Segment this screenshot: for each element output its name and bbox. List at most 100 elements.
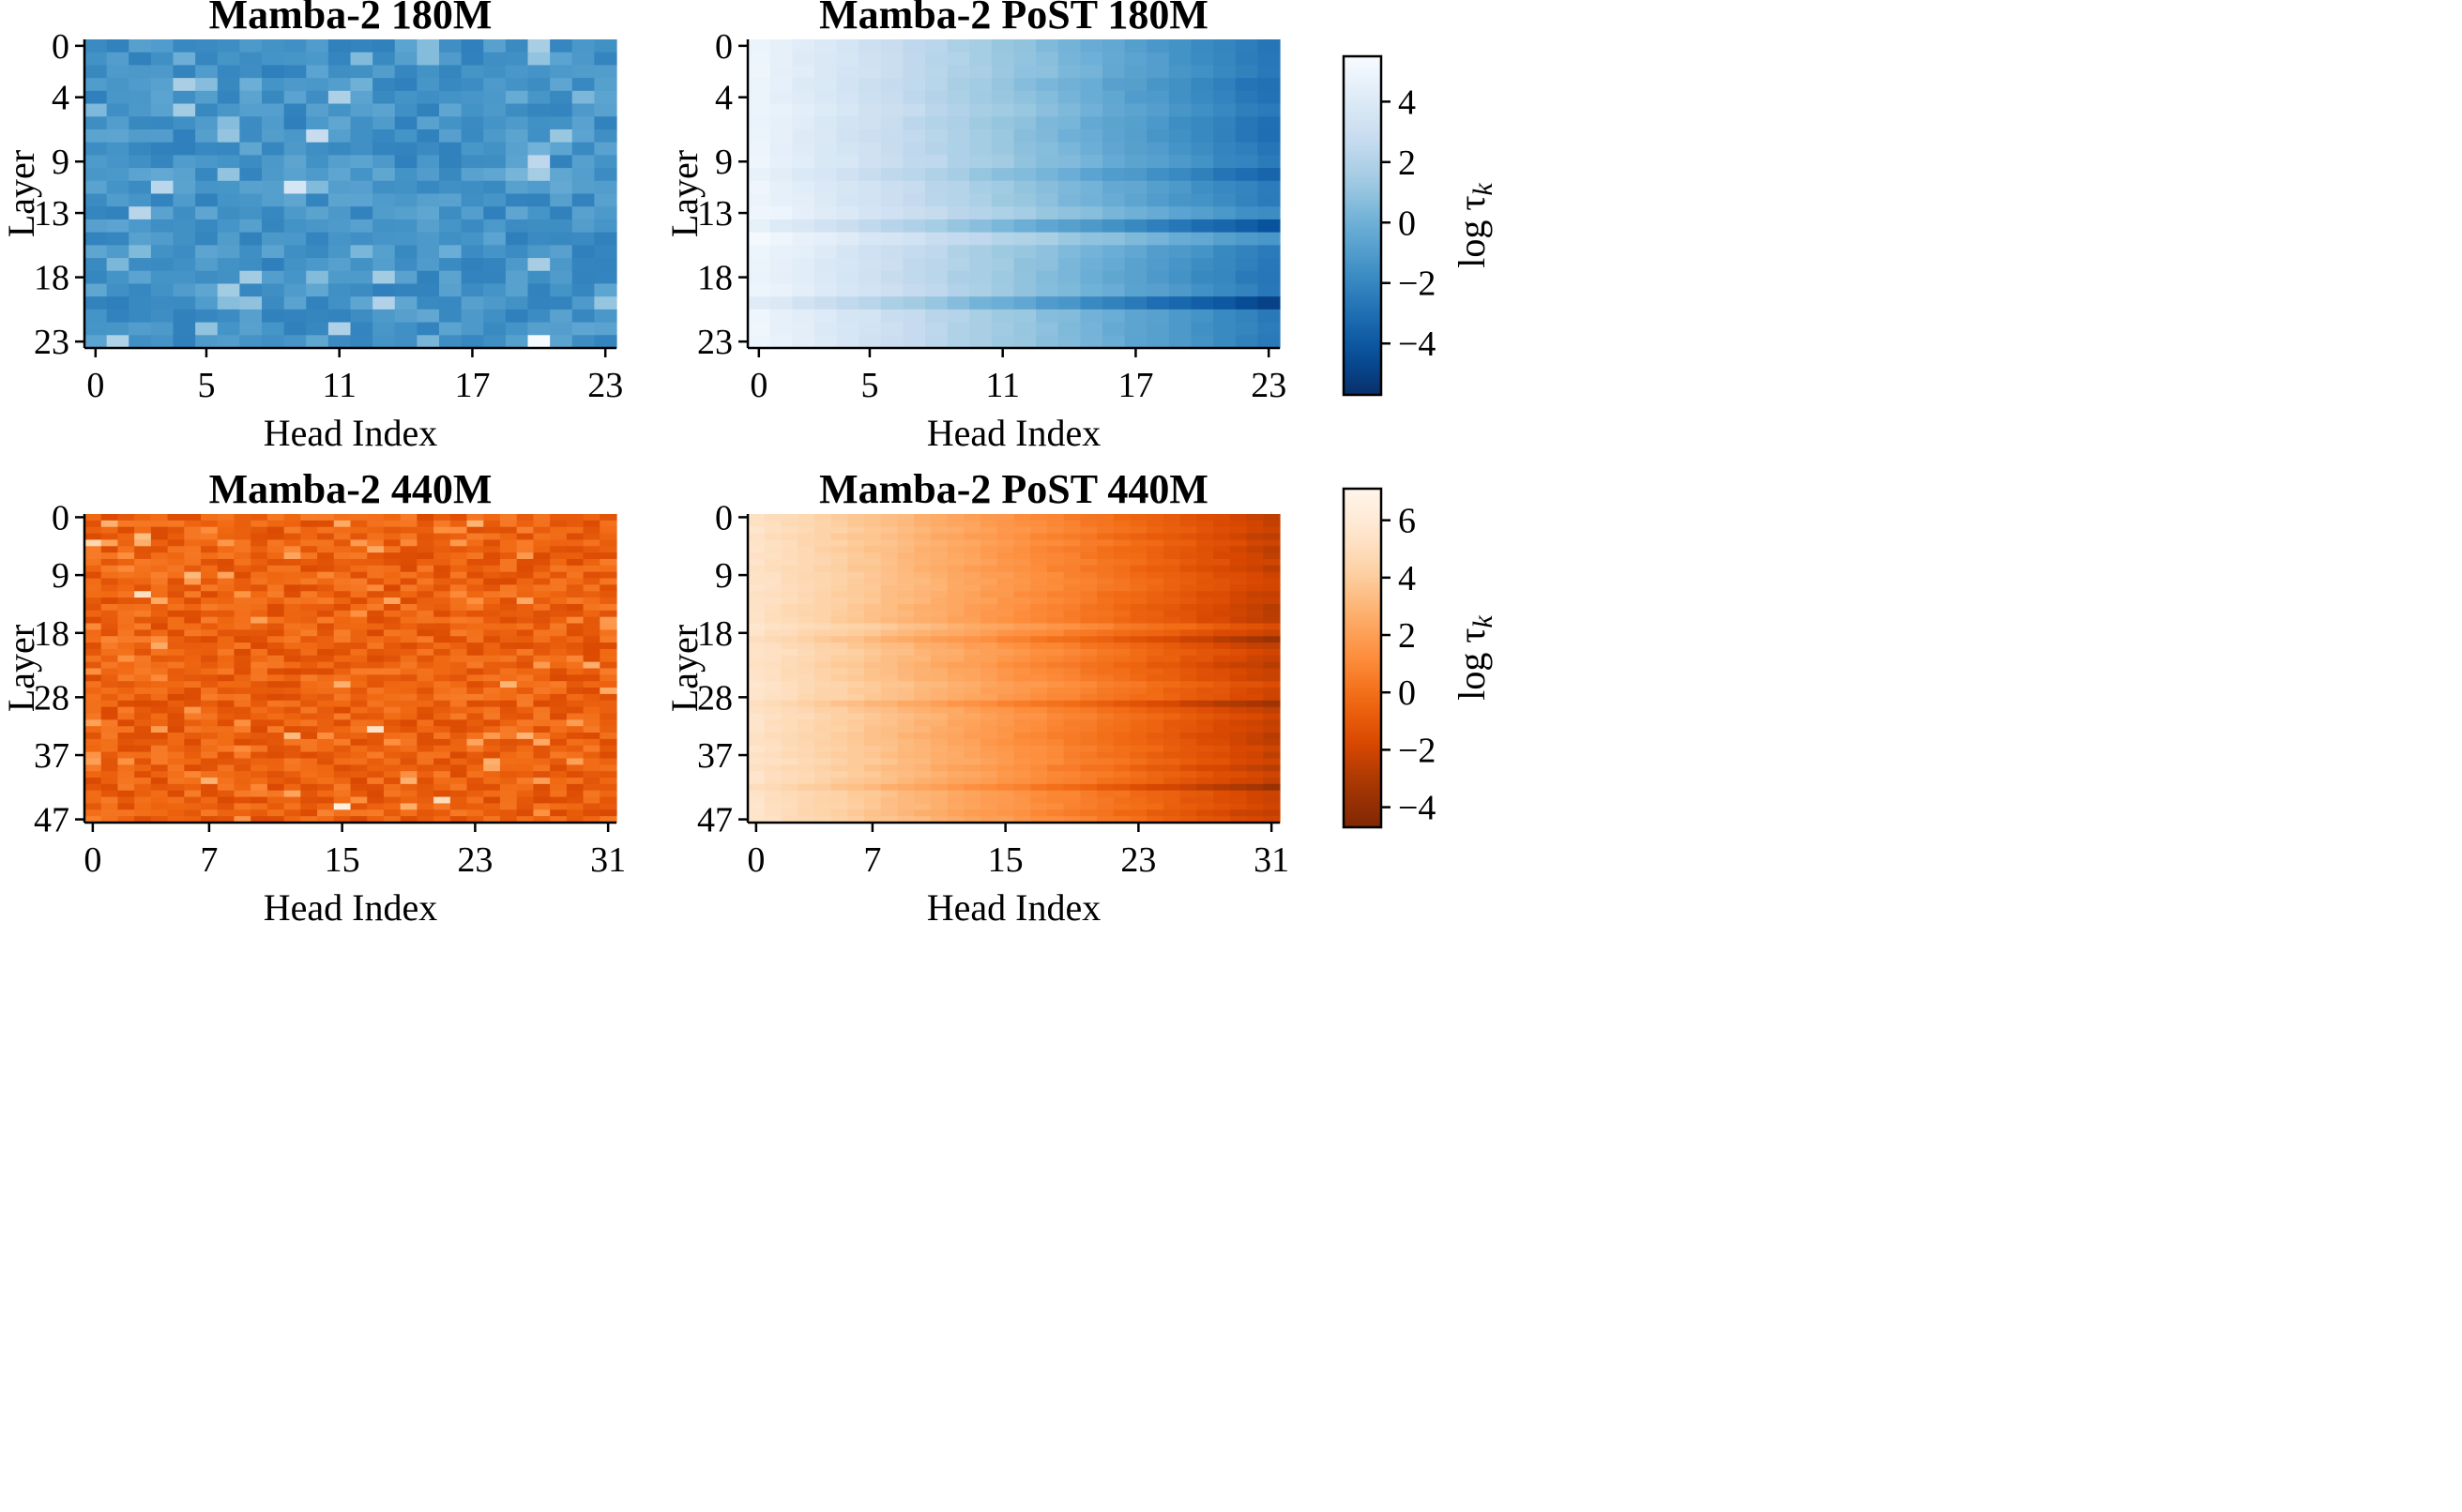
heatmap-cell	[996, 790, 1015, 798]
x-tick-label: 17	[1117, 366, 1153, 405]
heatmap-cell	[466, 591, 484, 598]
heatmap-cell	[300, 552, 318, 560]
heatmap-cell	[134, 597, 152, 605]
heatmap-cell	[527, 39, 551, 53]
heatmap-cell	[84, 733, 102, 740]
heatmap-cell	[991, 245, 1015, 259]
y-tick-label: 23	[697, 323, 733, 362]
heatmap-cell	[266, 629, 285, 637]
heatmap-cell	[930, 745, 949, 753]
heatmap-cell	[383, 584, 402, 592]
heatmap-cell	[864, 597, 882, 605]
heatmap-cell	[1229, 745, 1248, 753]
heatmap-cell	[1046, 552, 1065, 560]
heatmap-cell	[527, 90, 551, 105]
heatmap-cell	[792, 270, 815, 285]
heatmap-cell	[134, 636, 152, 643]
heatmap-cell	[516, 733, 535, 740]
heatmap-cell	[1080, 90, 1103, 105]
heatmap-cell	[449, 700, 468, 708]
heatmap-cell	[764, 597, 783, 605]
heatmap-cell	[283, 623, 301, 630]
heatmap-cell	[306, 103, 329, 117]
heatmap-cell	[333, 629, 352, 637]
heatmap-cell	[847, 733, 865, 740]
heatmap-cell	[1229, 706, 1248, 715]
heatmap-cell	[84, 661, 102, 670]
heatmap-cell	[991, 296, 1015, 310]
heatmap-cell	[251, 706, 268, 715]
heatmap-cell	[306, 65, 329, 79]
heatmap-cell	[1130, 674, 1147, 682]
heatmap-cell	[600, 771, 617, 779]
heatmap-cell	[550, 584, 568, 592]
heatmap-cell	[195, 232, 219, 246]
heatmap-cell	[964, 738, 981, 747]
heatmap-cell	[1163, 526, 1181, 535]
heatmap-cell	[930, 803, 949, 810]
heatmap-cell	[980, 700, 998, 708]
heatmap-cell	[1063, 616, 1081, 625]
heatmap-cell	[251, 533, 268, 541]
heatmap-cell	[550, 578, 568, 585]
heatmap-cell	[134, 745, 152, 753]
heatmap-cell	[527, 103, 551, 117]
heatmap-cell	[1124, 258, 1147, 272]
heatmap-cell	[1130, 526, 1147, 535]
heatmap-cell	[383, 520, 402, 528]
y-tick-label: 37	[34, 736, 69, 776]
heatmap-cell	[417, 655, 434, 663]
heatmap-cell	[150, 584, 169, 592]
heatmap-cell	[184, 778, 202, 785]
heatmap-cell	[1063, 790, 1081, 798]
heatmap-cell	[84, 296, 108, 310]
heatmap-cell	[516, 700, 535, 708]
heatmap-cell	[880, 296, 904, 310]
heatmap-cell	[262, 65, 285, 79]
heatmap-cell	[417, 643, 434, 650]
heatmap-cell	[150, 597, 169, 605]
heatmap-cell	[117, 565, 135, 573]
heatmap-cell	[1179, 610, 1198, 618]
heatmap-cell	[499, 546, 518, 553]
heatmap-cell	[262, 193, 285, 207]
heatmap-cell	[483, 565, 501, 573]
heatmap-cell	[1168, 322, 1193, 336]
heatmap-cell	[914, 584, 932, 592]
heatmap-cell	[1147, 610, 1164, 618]
heatmap-cell	[167, 738, 185, 747]
heatmap-cell	[550, 713, 568, 720]
heatmap-cell	[947, 688, 965, 695]
heatmap-cell	[1213, 758, 1231, 765]
heatmap-cell	[550, 693, 568, 702]
heatmap-cell	[769, 232, 793, 246]
heatmap-cell	[1213, 206, 1237, 220]
heatmap-cell	[327, 103, 352, 117]
heatmap-cell	[400, 816, 418, 824]
heatmap-cell	[333, 796, 352, 805]
heatmap-cell	[1213, 232, 1237, 246]
heatmap-cell	[533, 733, 551, 740]
heatmap-cell	[813, 674, 832, 682]
heatmap-cell	[930, 616, 949, 625]
heatmap-cell	[1229, 693, 1248, 702]
x-tick-label: 15	[325, 840, 360, 880]
heatmap-cell	[516, 514, 535, 522]
heatmap-cell	[383, 803, 402, 810]
heatmap-cell	[262, 155, 285, 169]
heatmap-cell	[969, 322, 993, 336]
heatmap-cell	[964, 591, 981, 598]
heatmap-cell	[84, 796, 102, 805]
heatmap-cell	[417, 790, 434, 798]
heatmap-cell	[350, 816, 368, 824]
heatmap-cell	[234, 655, 251, 663]
heatmap-cell	[201, 610, 219, 618]
heatmap-cell	[117, 706, 135, 715]
heatmap-cell	[516, 578, 535, 585]
heatmap-cell	[134, 546, 152, 553]
y-tick-label: 47	[697, 801, 733, 840]
heatmap-cell	[1013, 674, 1031, 682]
heatmap-cell	[991, 168, 1015, 182]
heatmap-cell	[897, 751, 915, 760]
heatmap-cell	[283, 90, 307, 105]
